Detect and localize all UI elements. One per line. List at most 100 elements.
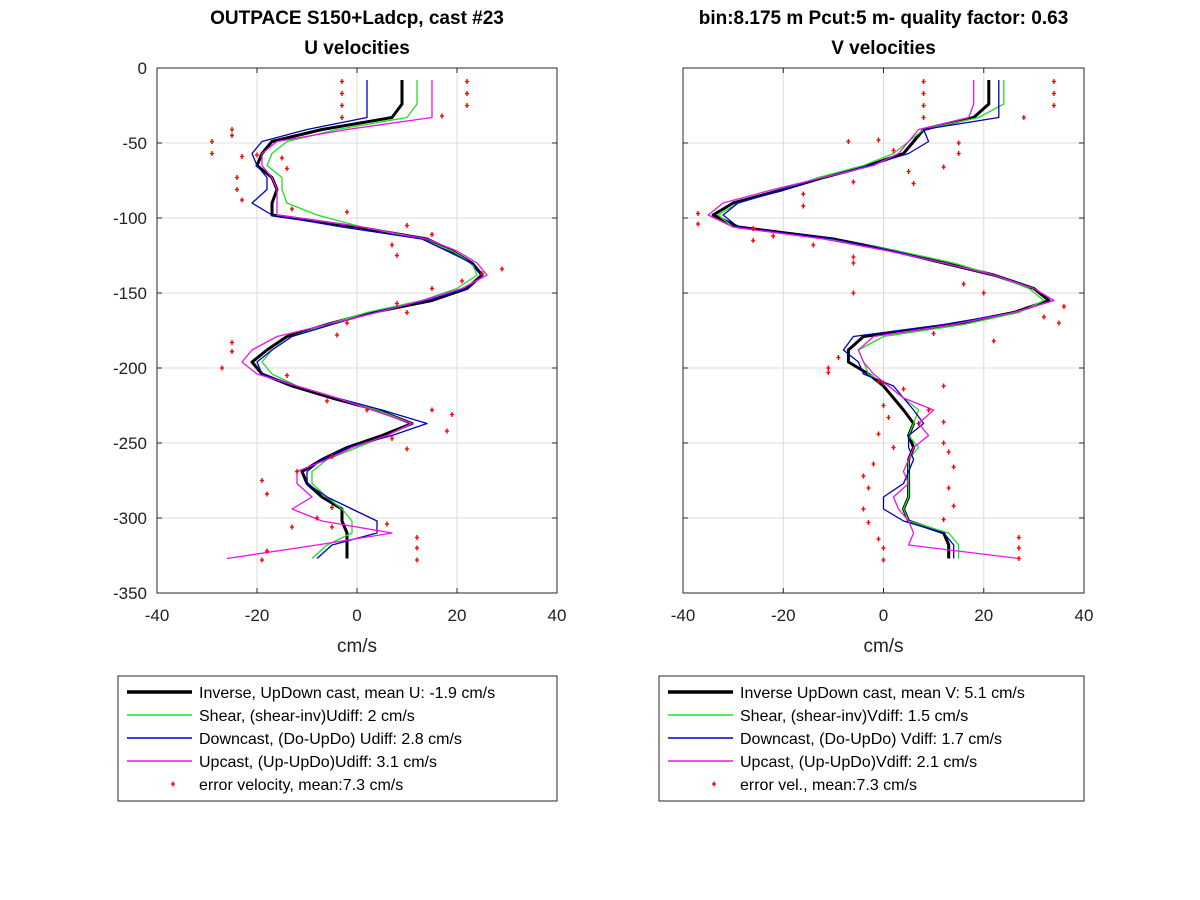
error-point	[771, 233, 776, 239]
legend-item: Shear, (shear-inv)Vdiff: 1.5 cm/s	[668, 708, 968, 725]
error-point	[230, 127, 234, 132]
error-point	[450, 412, 454, 417]
error-point	[230, 340, 234, 345]
error-point	[956, 140, 961, 146]
error-point	[290, 206, 294, 212]
error-point	[851, 254, 856, 260]
x-tick-label: 40	[548, 606, 567, 625]
error-point	[1041, 314, 1046, 320]
series-3	[226, 80, 488, 560]
error-point	[921, 91, 926, 96]
error-point	[340, 115, 344, 120]
error-point	[876, 536, 881, 542]
chart-subtitle: V velocities	[831, 38, 936, 59]
axes-frame	[156, 67, 558, 594]
error-point	[445, 428, 449, 434]
error-point	[1016, 556, 1021, 561]
x-tick-label: 0	[352, 606, 361, 625]
error-point	[956, 151, 961, 156]
error-point	[811, 242, 816, 248]
series-line	[717, 80, 1045, 559]
error-point	[941, 440, 946, 446]
error-point	[325, 398, 329, 404]
error-point	[230, 133, 234, 138]
error-point	[340, 79, 344, 84]
series-line	[226, 80, 488, 560]
series-line	[251, 80, 483, 559]
error-point	[415, 535, 419, 540]
error-point	[415, 557, 419, 563]
error-point	[891, 445, 896, 450]
x-tick-label: -40	[671, 606, 696, 625]
error-point	[285, 373, 289, 378]
error-point	[926, 407, 931, 413]
x-tick-label: 20	[974, 606, 993, 625]
error-point	[941, 419, 946, 425]
error-point	[1016, 535, 1021, 540]
error-point	[330, 524, 334, 530]
error-point	[826, 370, 831, 375]
legend-marker	[171, 781, 175, 787]
error-point	[255, 152, 259, 158]
series-3	[707, 80, 1055, 560]
error-point	[846, 139, 851, 144]
error-point	[265, 548, 269, 554]
error-point	[901, 386, 906, 392]
error-point	[330, 505, 334, 510]
y-tick-label: -100	[113, 209, 147, 228]
error-point	[285, 166, 289, 171]
error-point	[240, 154, 244, 159]
error-point	[951, 503, 956, 509]
error-point	[801, 191, 806, 197]
error-point	[315, 515, 319, 521]
legend-label: Shear, (shear-inv)Udiff: 2 cm/s	[199, 708, 415, 725]
error-point	[210, 139, 214, 144]
error-point	[886, 415, 891, 420]
error-point	[1051, 79, 1056, 84]
legend-label: error velocity, mean:7.3 cm/s	[199, 777, 403, 794]
legend: Inverse, UpDown cast, mean U: -1.9 cm/s S…	[117, 675, 558, 802]
legend-label: Inverse, UpDown cast, mean U: -1.9 cm/s	[199, 685, 495, 702]
error-point	[961, 281, 966, 287]
error-point	[1051, 103, 1056, 108]
legend-item: Upcast, (Up-UpDo)Udiff: 3.1 cm/s	[127, 754, 437, 771]
error-point	[801, 203, 806, 209]
v-velocity-panel: -40 -20 0 20 40 bin:8.175 m Pcut:5 m- quality…	[658, 8, 1093, 802]
error-point	[921, 103, 926, 108]
series-1	[717, 80, 1045, 559]
error-point	[465, 91, 469, 96]
error-point	[891, 148, 896, 153]
error-point	[340, 91, 344, 96]
error-point	[941, 164, 946, 170]
error-point	[836, 355, 841, 360]
error-point	[941, 383, 946, 389]
error-point	[430, 407, 434, 413]
u-velocity-panel: -40 -20 0 20 400-50-100-150-200-250-300-350O…	[113, 8, 567, 802]
y-tick-label: -150	[113, 284, 147, 303]
error-point	[861, 473, 866, 479]
legend-label: Downcast, (Do-UpDo) Udiff: 2.8 cm/s	[199, 731, 462, 748]
error-point	[340, 103, 344, 108]
y-tick-label: -300	[113, 509, 147, 528]
legend-item: Downcast, (Do-UpDo) Vdiff: 1.7 cm/s	[668, 731, 1002, 748]
error-point	[295, 469, 299, 474]
error-point	[851, 290, 856, 296]
error-point	[1016, 545, 1021, 551]
error-point	[941, 517, 946, 522]
chart-title: bin:8.175 m Pcut:5 m- quality factor: 0.…	[699, 8, 1069, 29]
error-point	[385, 521, 389, 527]
error-point	[430, 286, 434, 291]
error-point	[415, 545, 419, 551]
error-point	[906, 169, 911, 174]
series-line	[722, 80, 1055, 559]
error-point	[916, 421, 921, 426]
error-point	[881, 557, 886, 563]
error-point	[240, 197, 244, 203]
x-tick-label: -20	[245, 606, 270, 625]
error-point	[951, 464, 956, 470]
error-point	[881, 545, 886, 551]
error-point	[696, 211, 701, 216]
error-point	[876, 431, 881, 437]
series-2	[722, 80, 1055, 559]
